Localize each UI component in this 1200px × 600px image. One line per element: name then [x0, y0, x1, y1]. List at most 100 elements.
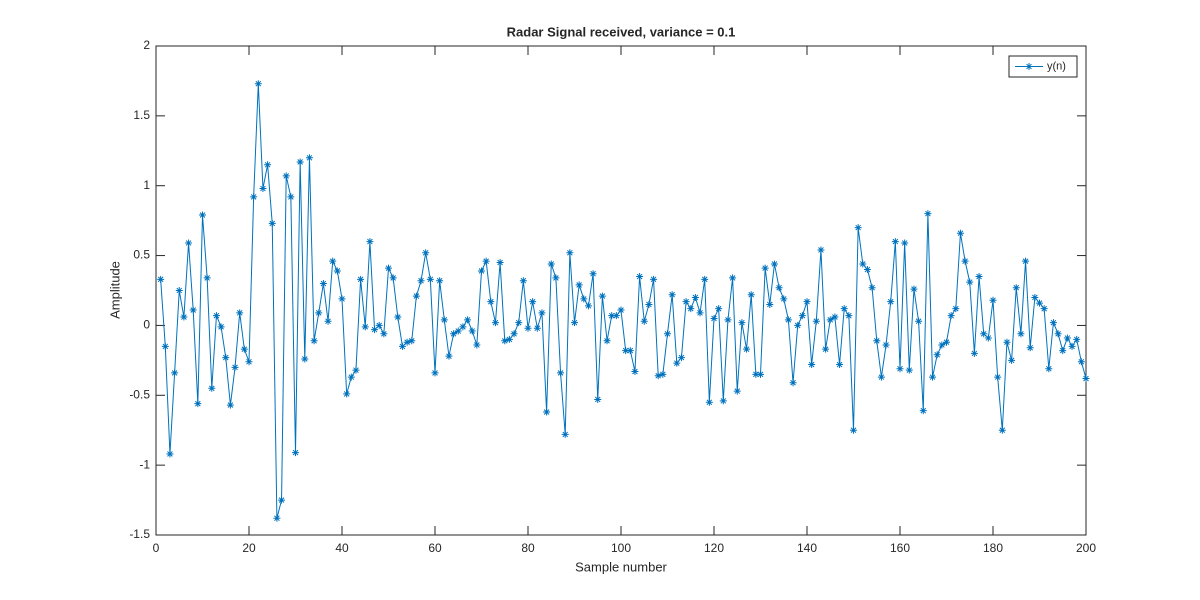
data-marker [487, 298, 495, 306]
data-marker [608, 312, 616, 320]
data-marker [371, 326, 379, 334]
data-marker [1031, 293, 1039, 301]
data-marker [347, 373, 355, 381]
data-marker [361, 323, 369, 331]
data-marker [710, 314, 718, 322]
data-marker [454, 327, 462, 335]
data-marker [738, 319, 746, 327]
data-marker [180, 313, 188, 321]
y-axis-label: Amplitude [107, 261, 122, 319]
data-marker [1059, 347, 1067, 355]
data-marker [557, 369, 565, 377]
data-marker [803, 298, 811, 306]
data-marker [1082, 375, 1090, 383]
data-marker [333, 267, 341, 275]
data-marker [775, 284, 783, 292]
data-marker [719, 397, 727, 405]
data-marker [1063, 334, 1071, 342]
data-marker [231, 363, 239, 371]
data-marker [240, 345, 248, 353]
x-axis-label: Sample number [575, 559, 667, 574]
data-marker [631, 368, 639, 376]
y-tick-label: 2 [143, 38, 150, 52]
data-marker [478, 267, 485, 275]
data-marker [501, 337, 509, 345]
data-marker [268, 219, 276, 227]
data-marker [836, 361, 844, 369]
data-marker [654, 372, 662, 380]
data-marker [808, 361, 816, 369]
y-tick-label: -1.5 [129, 527, 150, 541]
legend-marker [1025, 63, 1033, 70]
data-marker [859, 260, 867, 268]
data-marker [612, 312, 620, 320]
data-marker [380, 330, 388, 338]
data-marker [185, 239, 193, 247]
data-marker [798, 312, 806, 320]
data-marker [598, 292, 606, 300]
data-marker [496, 259, 504, 267]
data-marker [175, 287, 183, 294]
data-marker [757, 370, 764, 378]
data-marker [984, 334, 992, 342]
data-marker [538, 309, 546, 317]
data-marker [980, 330, 988, 338]
data-marker [157, 275, 165, 283]
data-marker [292, 449, 299, 457]
data-marker [403, 338, 411, 346]
data-marker [524, 324, 532, 332]
data-marker [691, 293, 699, 301]
data-marker [203, 274, 211, 282]
y-tick-label: 0 [143, 318, 150, 332]
data-marker [924, 210, 932, 218]
data-marker [250, 193, 258, 201]
data-marker [417, 277, 425, 285]
data-marker [687, 305, 695, 313]
data-marker [1040, 305, 1048, 313]
axes-box [155, 45, 1087, 536]
data-marker [468, 327, 476, 335]
data-marker [580, 295, 588, 303]
data-marker [301, 355, 309, 363]
data-marker [724, 316, 732, 324]
data-marker [1022, 257, 1030, 265]
data-marker [482, 257, 490, 265]
data-marker [701, 275, 709, 283]
x-tick-label: 40 [335, 541, 349, 555]
data-marker [989, 296, 997, 304]
data-marker [919, 407, 927, 415]
data-marker [552, 274, 560, 282]
data-marker [752, 370, 760, 378]
data-marker [715, 305, 723, 313]
data-marker [566, 249, 574, 257]
data-marker [352, 366, 360, 374]
data-marker [617, 306, 625, 314]
data-marker [812, 317, 820, 325]
data-marker [296, 158, 304, 166]
data-marker [970, 349, 978, 357]
data-marker [547, 260, 555, 268]
data-marker [933, 351, 941, 359]
data-marker [770, 260, 778, 268]
data-marker [171, 369, 179, 377]
data-marker [245, 358, 253, 366]
data-marker [640, 317, 648, 325]
data-marker [1077, 358, 1085, 366]
data-marker [510, 330, 518, 338]
data-marker [310, 337, 318, 345]
data-marker [398, 342, 406, 350]
data-line [160, 83, 1087, 519]
data-marker [505, 335, 513, 343]
data-marker [375, 321, 383, 329]
data-marker [1049, 319, 1057, 327]
data-marker [543, 408, 551, 416]
data-marker [278, 496, 286, 504]
data-marker [868, 284, 876, 292]
data-marker [529, 298, 537, 306]
data-marker [287, 193, 295, 201]
data-marker [282, 172, 290, 180]
data-marker [199, 211, 206, 219]
data-marker [161, 342, 169, 350]
data-marker [877, 373, 885, 381]
